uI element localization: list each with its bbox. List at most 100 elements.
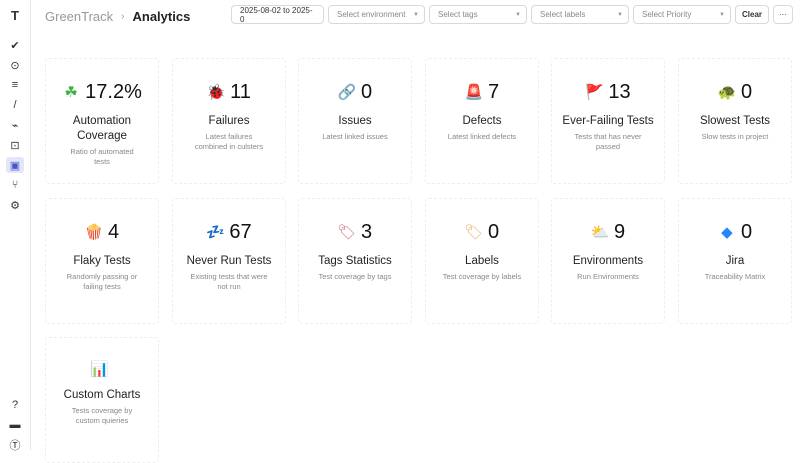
card-metric: ◆ 0 (679, 221, 791, 244)
card-description: Test coverage by tags (318, 272, 392, 281)
analytics-icon[interactable]: ▣ (6, 157, 24, 173)
analytics-card-automation-coverage[interactable]: ☘ 17.2% Automation Coverage Ratio of auto… (45, 58, 159, 184)
card-metric: 🍿 4 (46, 221, 158, 244)
card-value: 4 (107, 221, 120, 243)
card-title: Issues (338, 115, 372, 127)
jira-icon: ◆ (721, 224, 733, 241)
bar-chart-icon: 📊 (90, 360, 109, 378)
card-description: Latest linked issues (322, 132, 388, 141)
card-metric: 🏷 0 (426, 221, 538, 244)
caret-down-icon: ▼ (413, 11, 419, 18)
account-icon[interactable]: Ⓣ (9, 440, 21, 452)
card-description: Test coverage by labels (442, 272, 522, 281)
gear-icon[interactable]: ⚙ (10, 199, 20, 212)
card-description: Latest linked defects (447, 132, 517, 141)
card-value: 0 (360, 81, 373, 103)
card-title: Defects (462, 115, 502, 127)
card-title: Labels (465, 255, 499, 267)
card-title: Tags Statistics (318, 255, 392, 267)
date-range-value: 2025-08-02 to 2025-0 (240, 5, 313, 24)
turtle-icon: 🐢 (717, 84, 737, 101)
caret-down-icon: ▼ (515, 11, 521, 18)
play-icon[interactable]: ⊙ (10, 59, 20, 72)
bug-icon: 🐞 (206, 84, 226, 101)
pulse-icon[interactable]: ⌁ (11, 119, 19, 132)
analytics-card-jira[interactable]: ◆ 0 Jira Traceability Matrix (678, 198, 792, 324)
tags-select[interactable]: Select tags ▼ (429, 5, 527, 24)
card-metric: 📊 (46, 360, 158, 378)
card-description: Ratio of automated tests (70, 147, 134, 166)
card-metric: 🐢 0 (679, 81, 791, 104)
priority-placeholder: Select Priority (642, 10, 692, 19)
list-check-icon[interactable]: ≡ (11, 79, 19, 91)
analytics-card-labels[interactable]: 🏷 0 Labels Test coverage by labels (425, 198, 539, 324)
clover-icon: ☘ (64, 84, 78, 101)
siren-icon: 🚨 (464, 84, 484, 101)
breadcrumb-project[interactable]: GreenTrack (45, 8, 114, 24)
labels-placeholder: Select labels (540, 10, 586, 19)
card-value: 13 (608, 81, 631, 103)
caret-down-icon: ▼ (617, 11, 623, 18)
sleep-icon: 💤 (206, 224, 225, 241)
import-icon[interactable]: ⊡ (10, 139, 20, 152)
analytics-card-defects[interactable]: 🚨 7 Defects Latest linked defects (425, 58, 539, 184)
analytics-card-tags-statistics[interactable]: 🏷 3 Tags Statistics Test coverage by tags (298, 198, 412, 324)
check-icon[interactable]: ✔ (10, 39, 20, 52)
card-value: 11 (230, 81, 251, 103)
caret-down-icon: ▼ (719, 11, 725, 18)
card-description: Existing tests that were not run (190, 272, 268, 291)
environment-placeholder: Select environment (337, 10, 406, 19)
card-description: Slow tests in project (701, 132, 769, 141)
more-button[interactable]: ··· (773, 5, 793, 24)
card-title: Automation Coverage (72, 115, 132, 142)
priority-select[interactable]: Select Priority ▼ (633, 5, 731, 24)
clear-label: Clear (742, 10, 763, 19)
card-description: Run Environments (577, 272, 639, 281)
sidebar: T ✔ ⊙ ≡ / ⌁ ⊡ ▣ ⑂ ⚙? ▬ Ⓣ (0, 0, 31, 452)
help-icon[interactable]: ? (11, 399, 19, 411)
card-value: 9 (613, 221, 626, 243)
card-metric: 🚩 13 (552, 81, 664, 104)
analytics-card-custom-charts[interactable]: 📊 Custom Charts Tests coverage by custom… (45, 337, 159, 463)
card-title: Ever-Failing Tests (562, 115, 654, 127)
card-description: Tests coverage by custom quieries (71, 406, 133, 425)
analytics-card-issues[interactable]: 🔗 0 Issues Latest linked issues (298, 58, 412, 184)
card-description: Tests that has never passed (574, 132, 642, 151)
analytics-card-ever-failing-tests[interactable]: 🚩 13 Ever-Failing Tests Tests that has ne… (551, 58, 665, 184)
clear-button[interactable]: Clear (735, 5, 769, 24)
card-metric: 🚨 7 (426, 81, 538, 104)
card-value: 17.2% (85, 81, 142, 103)
card-title: Jira (725, 255, 745, 267)
card-value: 67 (229, 221, 252, 243)
card-metric: ⛅ 9 (552, 221, 664, 244)
tags-placeholder: Select tags (438, 10, 478, 19)
card-description: Traceability Matrix (704, 272, 766, 281)
card-value: 3 (360, 221, 373, 243)
breadcrumb: GreenTrack › Analytics (45, 8, 190, 24)
analytics-card-never-run-tests[interactable]: 💤 67 Never Run Tests Existing tests that … (172, 198, 286, 324)
card-metric: 🔗 0 (299, 81, 411, 104)
logo-icon[interactable]: T (11, 7, 19, 23)
analytics-card-failures[interactable]: 🐞 11 Failures Latest failures combined in… (172, 58, 286, 184)
popcorn-icon: 🍿 (84, 224, 104, 241)
breadcrumb-separator-icon: › (121, 10, 125, 22)
card-value: 7 (487, 81, 500, 103)
folder-icon[interactable]: ▬ (9, 419, 21, 431)
tag-icon: 🏷 (337, 224, 357, 241)
pen-icon[interactable]: / (13, 99, 17, 111)
card-title: Environments (572, 255, 644, 267)
label-icon: 🏷 (464, 224, 484, 241)
analytics-card-flaky-tests[interactable]: 🍿 4 Flaky Tests Randomly passing or faili… (45, 198, 159, 324)
analytics-card-slowest-tests[interactable]: 🐢 0 Slowest Tests Slow tests in project (678, 58, 792, 184)
card-title: Flaky Tests (73, 255, 131, 267)
card-value: 0 (487, 221, 500, 243)
card-title: Never Run Tests (186, 255, 272, 267)
branch-icon[interactable]: ⑂ (11, 179, 19, 191)
card-metric: 🐞 11 (173, 81, 285, 104)
card-metric: 💤 67 (173, 221, 285, 244)
labels-select[interactable]: Select labels ▼ (531, 5, 629, 24)
date-range-input[interactable]: 2025-08-02 to 2025-0 (231, 5, 324, 24)
analytics-card-environments[interactable]: ⛅ 9 Environments Run Environments (551, 198, 665, 324)
environment-select[interactable]: Select environment ▼ (328, 5, 425, 24)
weather-icon: ⛅ (590, 224, 610, 241)
